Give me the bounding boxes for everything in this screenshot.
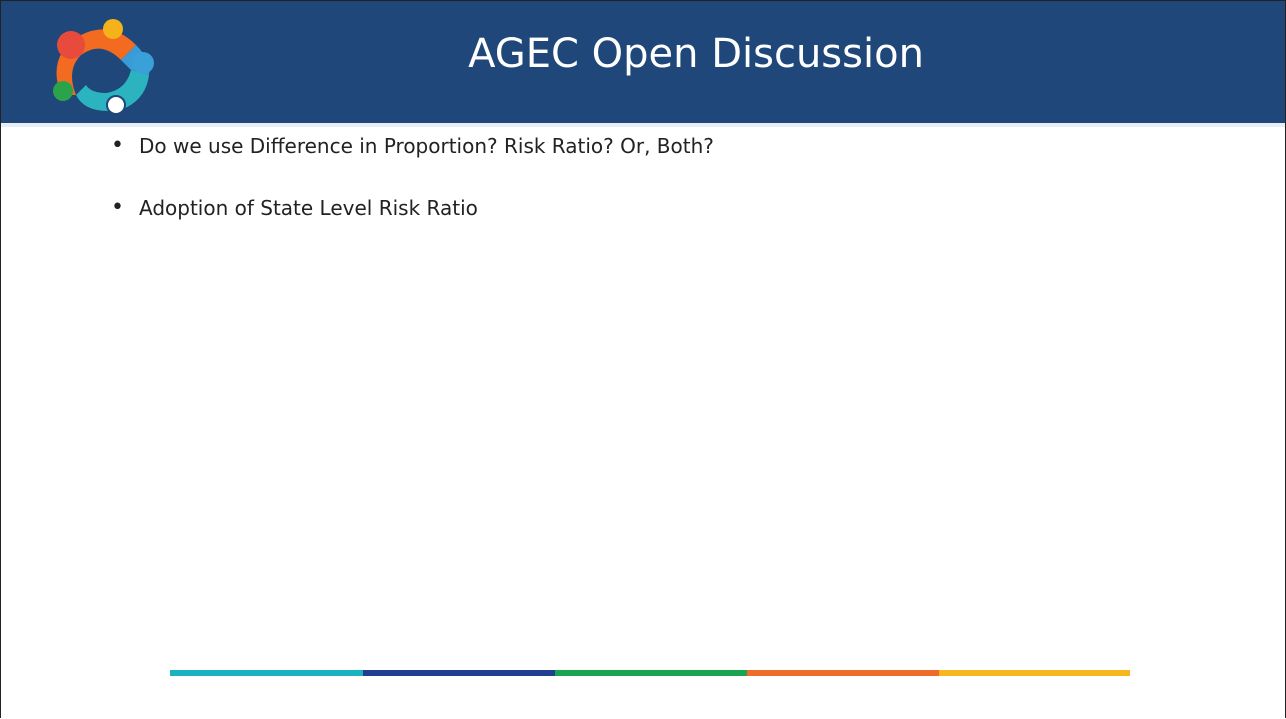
footer-stripe [363,670,555,676]
slide-title: AGEC Open Discussion [468,31,924,77]
bullet-list: Do we use Difference in Proportion? Risk… [111,131,714,255]
footer-stripe [555,670,747,676]
footer-stripe [170,670,363,676]
header-underline [1,123,1285,127]
bullet: Adoption of State Level Risk Ratio [111,193,714,223]
footer-stripe [747,670,939,676]
header-bar: AGEC Open Discussion [1,1,1285,125]
bullet: Do we use Difference in Proportion? Risk… [111,131,714,161]
footer-stripe [939,670,1130,676]
logo [53,19,154,115]
